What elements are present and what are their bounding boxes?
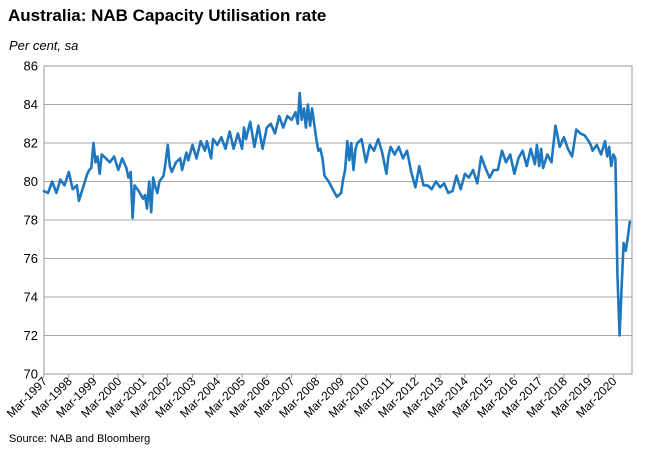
plot-area (43, 65, 633, 375)
gridlines (44, 104, 632, 336)
y-tick-label: 76 (24, 251, 38, 266)
y-tick-label: 86 (24, 59, 38, 74)
y-tick-label: 82 (24, 136, 38, 151)
y-axis-ticks: 70 72 74 76 78 80 82 84 86 (24, 59, 38, 382)
y-tick-label: 72 (24, 328, 38, 343)
chart-title: Australia: NAB Capacity Utilisation rate (8, 6, 327, 25)
y-tick-label: 84 (24, 97, 38, 112)
x-axis-ticks: Mar-1997Mar-1998Mar-1999Mar-2000Mar-2001… (4, 374, 620, 420)
chart-subtitle: Per cent, sa (9, 38, 79, 53)
y-tick-label: 78 (24, 213, 38, 228)
y-tick-label: 80 (24, 174, 38, 189)
source-note: Source: NAB and Bloomberg (9, 433, 151, 445)
series-line-capacity-utilisation (42, 91, 632, 337)
y-tick-label: 70 (24, 367, 38, 382)
y-tick-label: 74 (24, 290, 38, 305)
